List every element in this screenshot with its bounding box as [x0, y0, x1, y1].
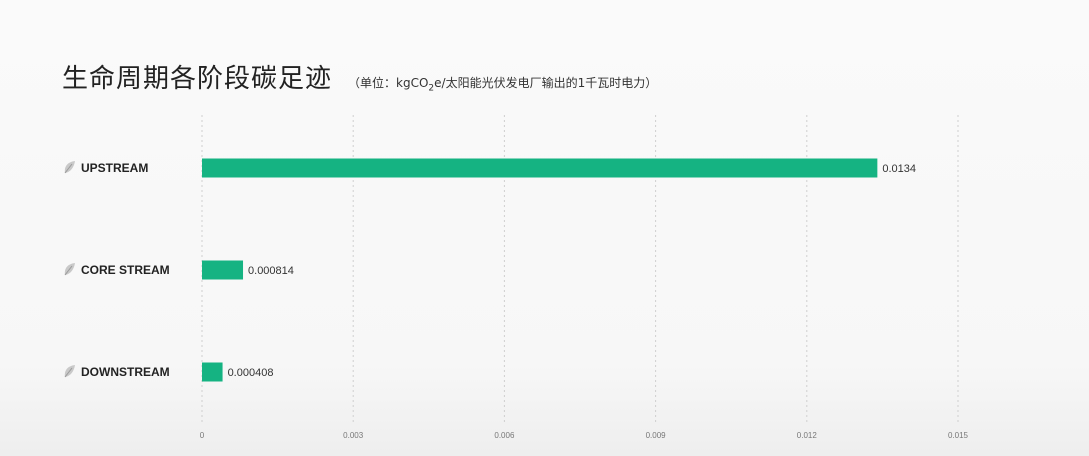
- category-label: DOWNSTREAM: [81, 365, 170, 379]
- x-tick-label: 0.015: [948, 431, 969, 440]
- x-tick-label: 0.012: [797, 431, 818, 440]
- category-label: UPSTREAM: [81, 161, 148, 175]
- bar: [202, 158, 878, 178]
- x-tick-label: 0.003: [343, 431, 364, 440]
- subtitle-suffix: e/太阳能光伏发电厂输出的1千瓦时电力）: [434, 76, 658, 90]
- title-row: 生命周期各阶段碳足迹 （单位：kgCO2e/太阳能光伏发电厂输出的1千瓦时电力）: [62, 58, 657, 95]
- x-tick-label: 0.009: [646, 431, 667, 440]
- leaf-icon: [64, 365, 75, 378]
- x-tick-label: 0.006: [494, 431, 515, 440]
- bar: [202, 260, 244, 280]
- subtitle-subscript: 2: [428, 83, 435, 94]
- bar: [202, 362, 223, 382]
- category-label: CORE STREAM: [81, 263, 170, 277]
- x-tick-label: 0: [200, 431, 205, 440]
- value-label: 0.000814: [248, 265, 294, 277]
- value-label: 0.000408: [228, 367, 274, 379]
- value-label: 0.0134: [882, 163, 916, 175]
- chart-title: 生命周期各阶段碳足迹: [62, 64, 333, 94]
- leaf-icon: [64, 161, 75, 174]
- chart-subtitle: （单位：kgCO2e/太阳能光伏发电厂输出的1千瓦时电力）: [348, 74, 657, 93]
- leaf-icon: [64, 263, 75, 276]
- subtitle-prefix: （单位：kgCO: [348, 76, 429, 90]
